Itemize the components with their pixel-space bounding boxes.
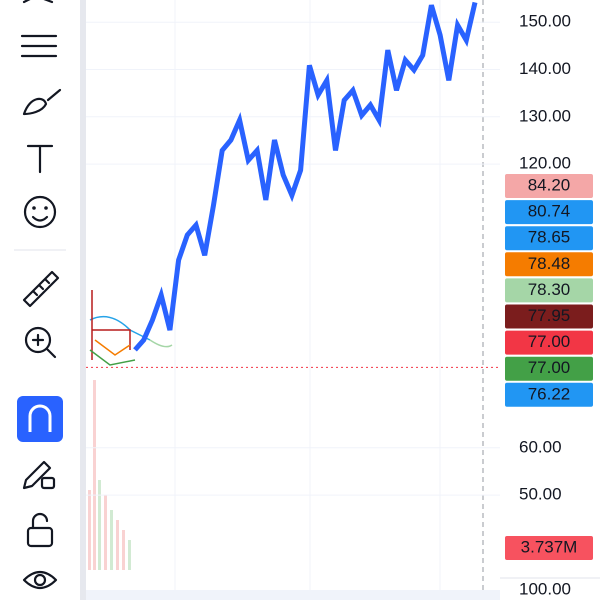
price-badge: [505, 356, 593, 381]
indicator: [89, 315, 151, 341]
tool-lock-draw[interactable]: [22, 460, 52, 490]
pane-divider: [86, 590, 500, 600]
price-badge: [505, 382, 593, 407]
price-badge: [505, 174, 593, 198]
price-badge-label: 78.48: [528, 254, 571, 273]
price-badge: [505, 278, 593, 303]
y-tick-label: 150.00: [519, 12, 571, 31]
tool-magnet[interactable]: [17, 396, 63, 442]
price-badge: [505, 304, 593, 329]
price-badge-label: 84.20: [528, 175, 571, 194]
indicators: [89, 290, 173, 366]
vol: [98, 480, 101, 570]
price-badge-label: 78.30: [528, 280, 571, 299]
vol: [128, 540, 131, 570]
indicator: [149, 339, 173, 348]
indicator: [94, 339, 131, 356]
price-badge-label: 78.65: [528, 228, 571, 247]
price-badge-label: 76.22: [528, 384, 571, 403]
indicator: [89, 349, 136, 366]
vol: [88, 490, 91, 570]
volume-badge: [505, 536, 593, 560]
magnet-icon: [28, 404, 52, 432]
toolbar-bg: [0, 0, 80, 600]
vol: [116, 520, 119, 570]
vol: [93, 380, 96, 570]
tool-emoji[interactable]: [23, 195, 57, 229]
price-badge: [505, 330, 593, 355]
y-tick-label: 50.00: [519, 485, 562, 504]
tool-brush[interactable]: [22, 88, 62, 116]
vol: [104, 495, 107, 570]
vol: [122, 530, 125, 570]
price-badge: [505, 200, 593, 225]
price-badge: [505, 226, 593, 251]
price-badge-label: 77.00: [528, 332, 571, 351]
price-badge-label: 77.95: [528, 306, 571, 325]
tool-ruler[interactable]: [22, 270, 60, 308]
y-tick-label: 140.00: [519, 59, 571, 78]
toolbar-edge: [80, 0, 86, 600]
price-badge-label: 80.74: [528, 202, 571, 221]
tool-eye[interactable]: [22, 570, 58, 590]
tool-zoom[interactable]: [24, 326, 57, 359]
volume-bars: [88, 380, 131, 570]
tool-text[interactable]: [26, 144, 54, 174]
price-badge: [505, 252, 593, 277]
tool-fib[interactable]: [20, 34, 58, 58]
toolbar: [0, 0, 80, 600]
volume-badge-label: 3.737M: [521, 537, 578, 556]
tool-lock[interactable]: [26, 512, 54, 548]
indicator: [91, 290, 131, 360]
vol: [110, 510, 113, 570]
y-tick-label: 130.00: [519, 106, 571, 125]
price-line: [133, 1, 478, 352]
small-lock: [40, 476, 56, 490]
volume-axis-label: 100.00: [519, 579, 571, 598]
price-badge-label: 77.00: [528, 358, 571, 377]
y-tick-label: 60.00: [519, 437, 562, 456]
y-tick-label: 120.00: [519, 154, 571, 173]
